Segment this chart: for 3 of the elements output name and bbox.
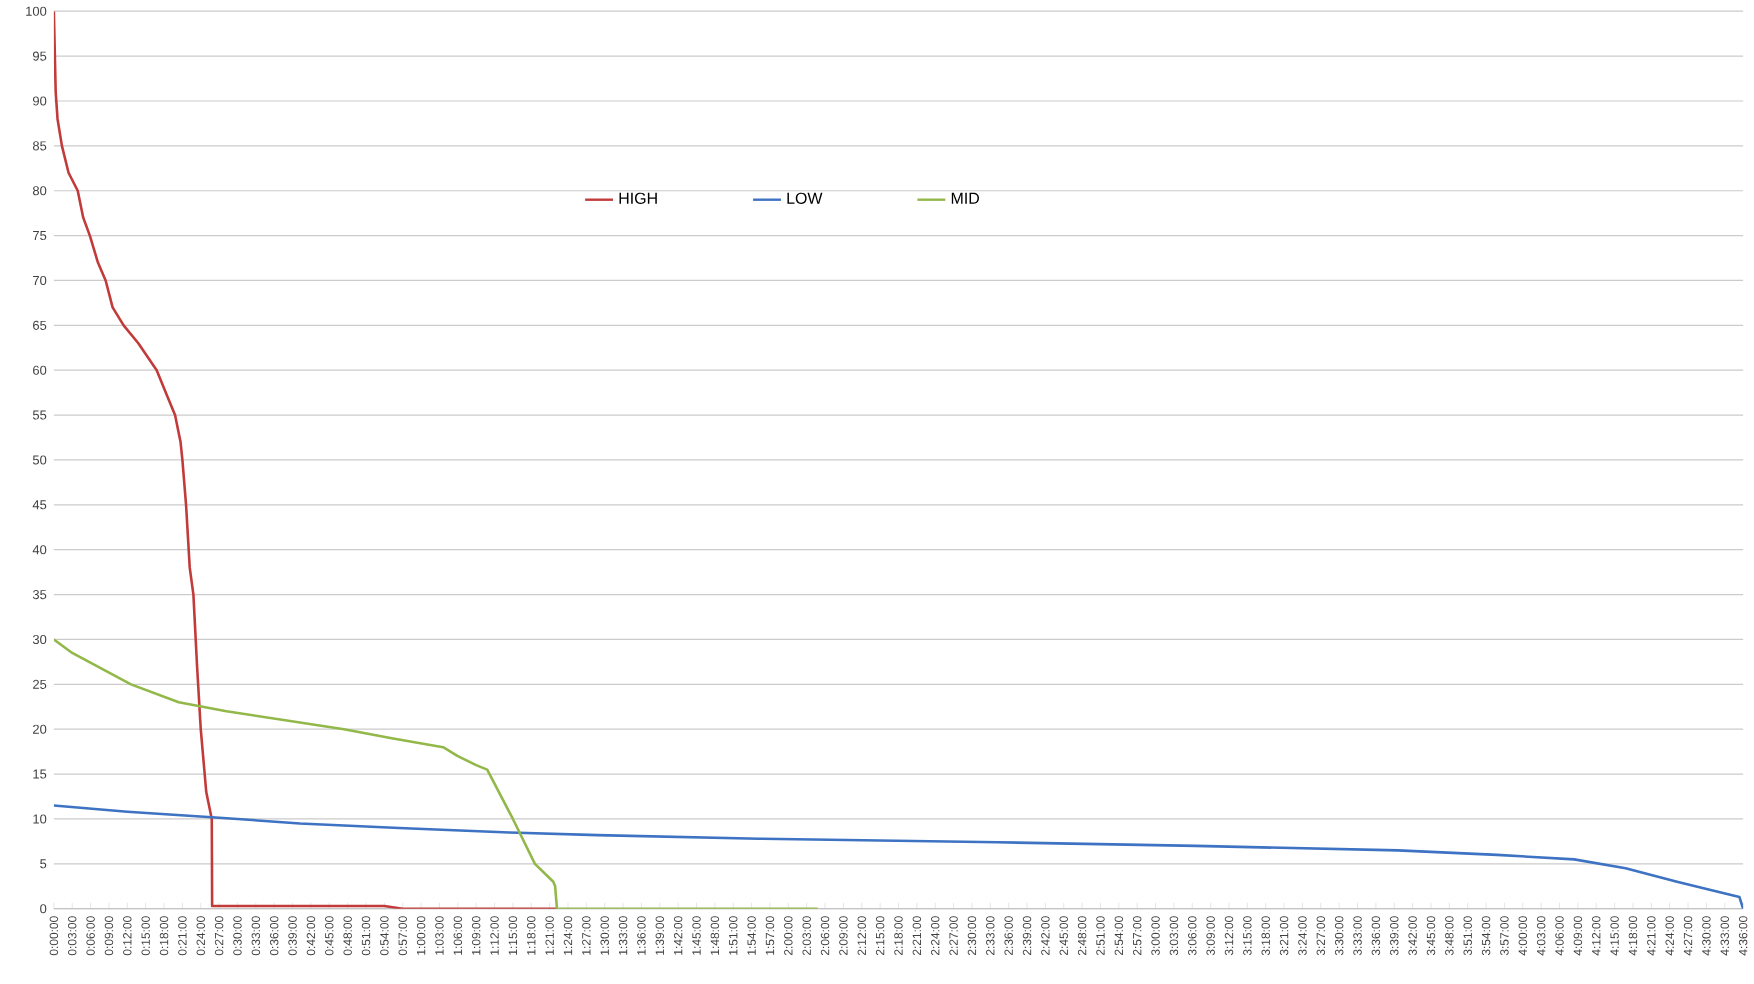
line-series (53, 637, 819, 909)
line-series (53, 803, 1744, 909)
line-series (53, 10, 559, 909)
